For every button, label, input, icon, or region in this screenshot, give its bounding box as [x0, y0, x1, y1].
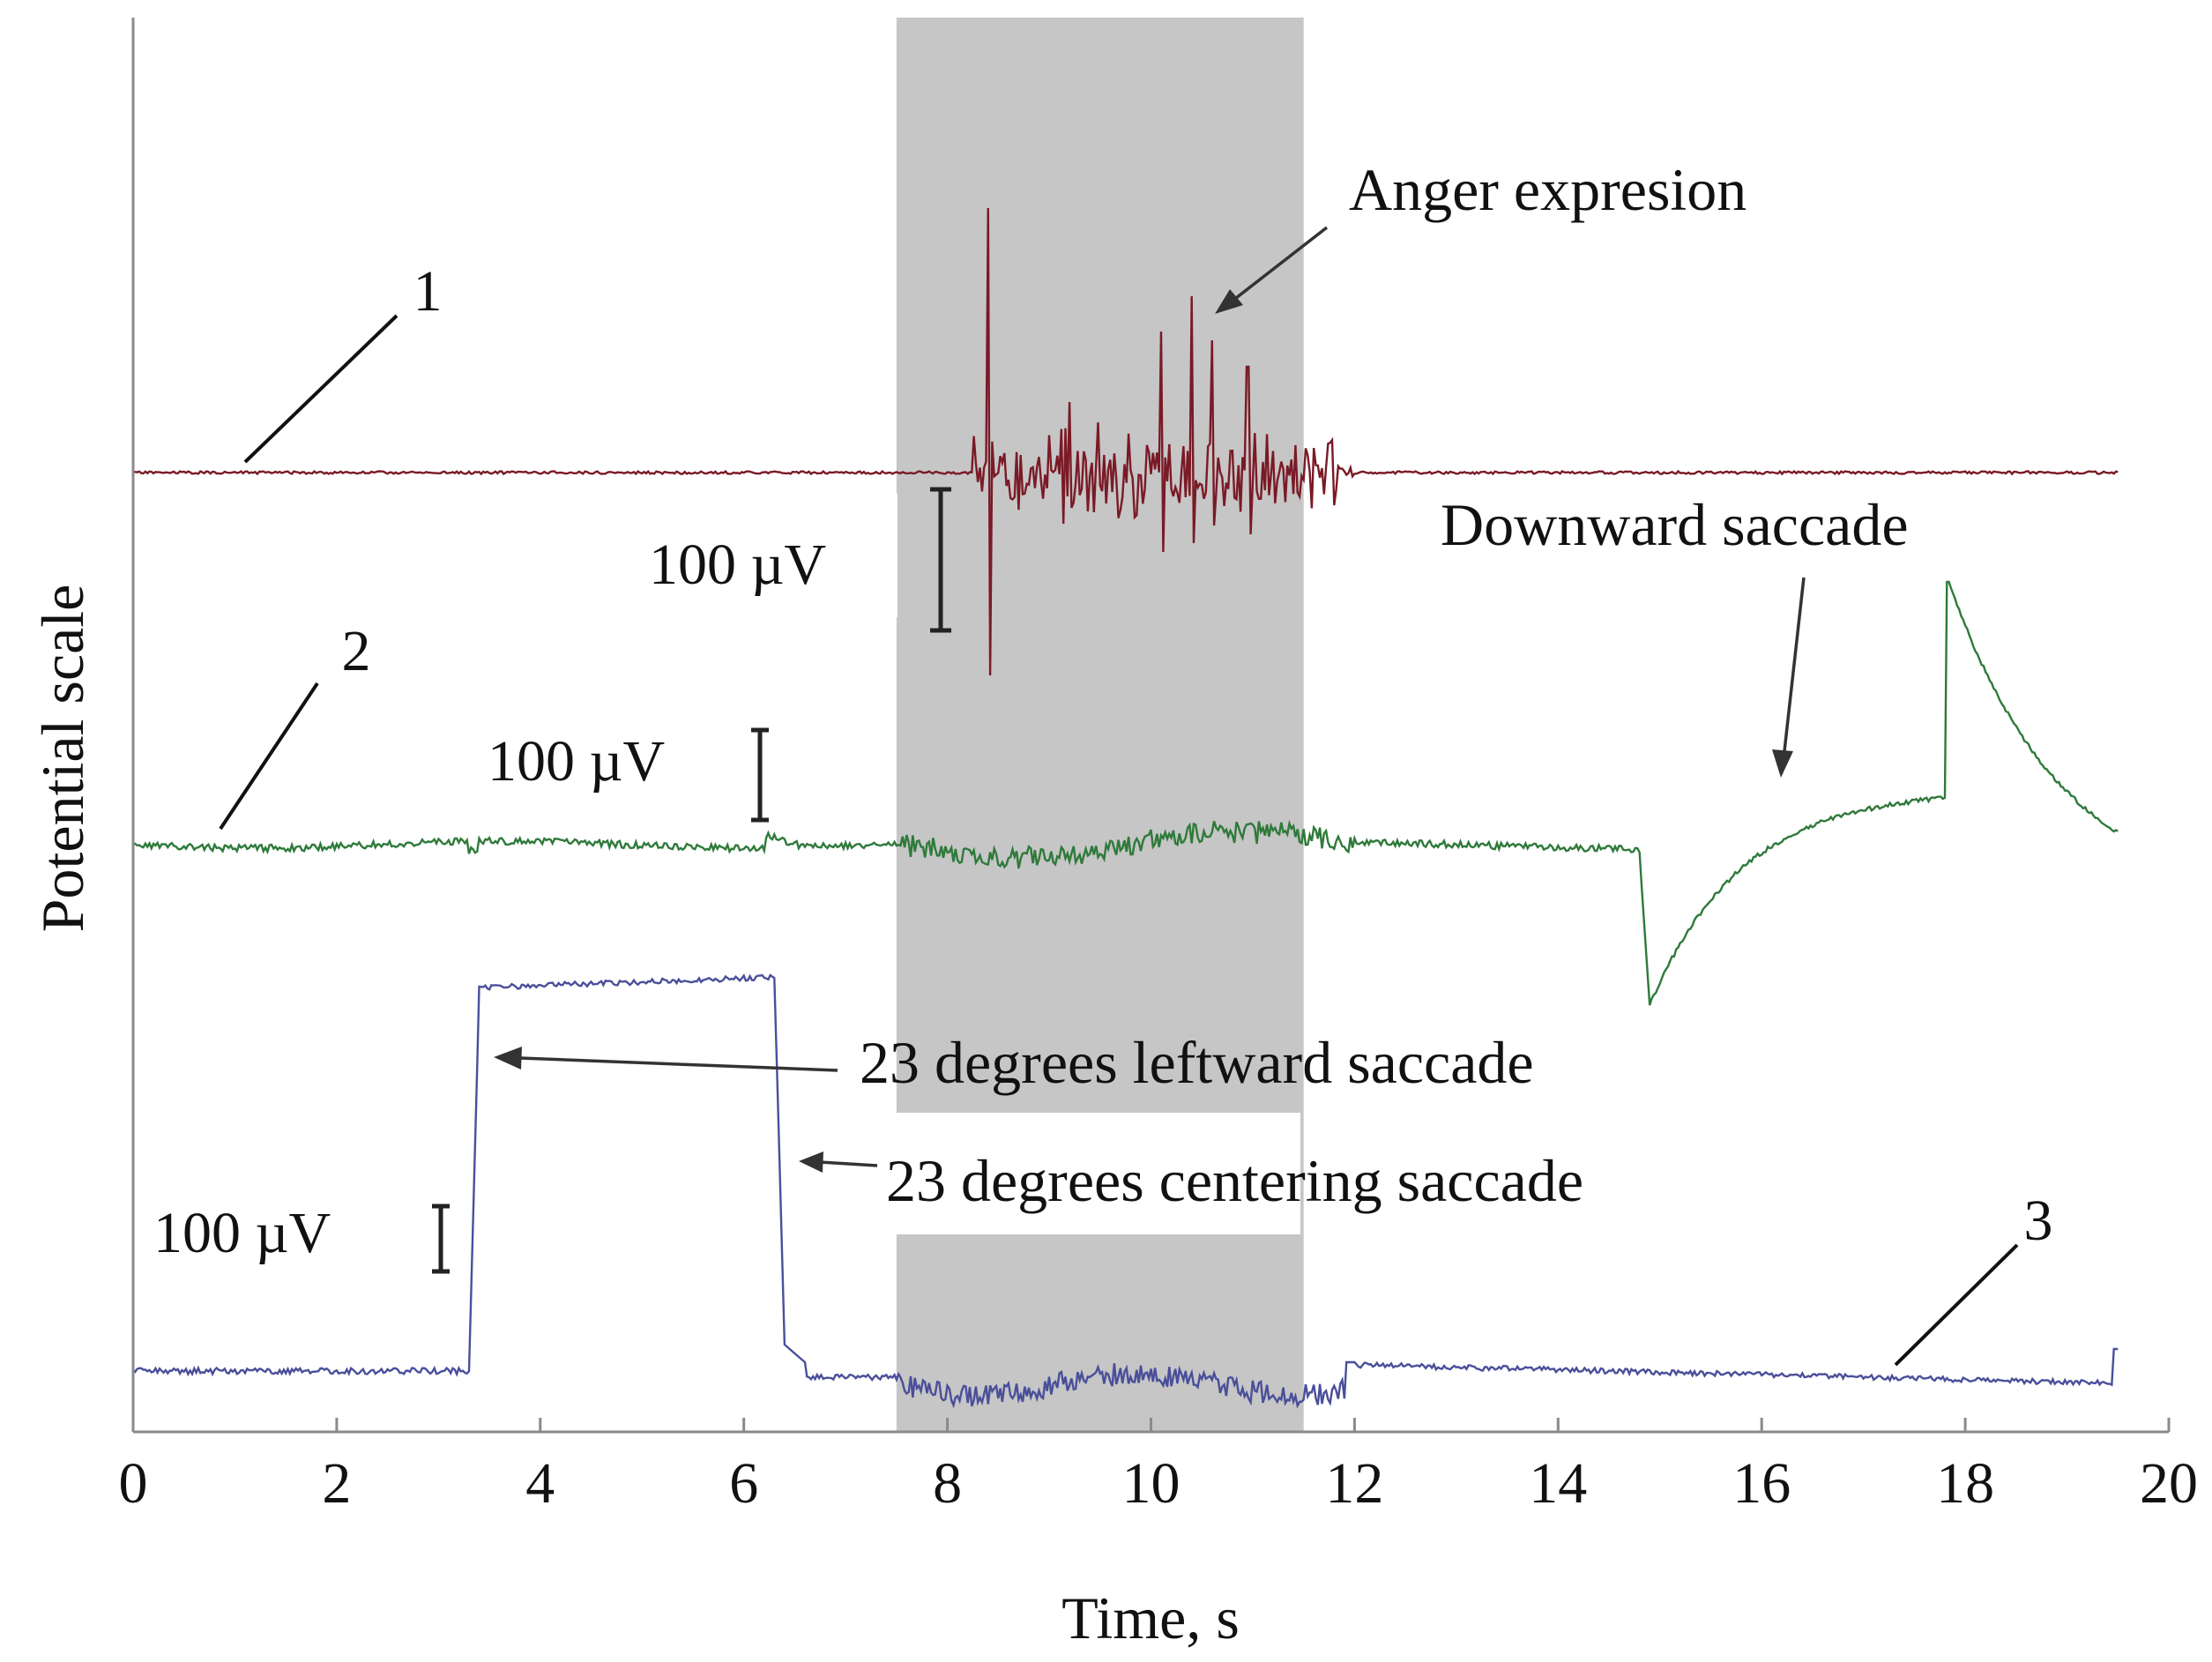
arrow-centering-saccade	[799, 1151, 878, 1173]
label-bg-scale-1	[642, 494, 897, 617]
annotation-downward-saccade: Downward saccade	[1441, 491, 1909, 558]
trace-2-line	[132, 580, 2119, 1006]
x-tick-label: 0	[119, 1451, 148, 1516]
x-axis-title: Time, s	[1061, 1584, 1240, 1651]
annotation-anger-expression: Anger expresion	[1349, 156, 1747, 223]
arrow-leftward-saccade	[494, 1047, 838, 1072]
label-bg-centering	[886, 1113, 1300, 1234]
arrow-downward-saccade	[1772, 577, 1806, 778]
annotation-leftward-saccade: 23 degrees leftward saccade	[860, 1029, 1534, 1096]
x-tick-label: 14	[1529, 1451, 1587, 1516]
annotation-centering-saccade: 23 degrees centering saccade	[886, 1147, 1583, 1214]
x-tick-label: 2	[322, 1451, 351, 1516]
x-tick-label: 20	[2140, 1451, 2198, 1516]
x-tick-label: 4	[525, 1451, 555, 1516]
x-tick-label: 12	[1325, 1451, 1383, 1516]
scale-bar-2	[751, 727, 769, 823]
scale-bar-3	[432, 1204, 450, 1274]
x-axis-tick-labels: 0 2 4 6 8 10 12 14 16 18 20	[119, 1451, 2199, 1516]
x-tick-label: 10	[1122, 1451, 1180, 1516]
scale-label-3: 100 µV	[153, 1201, 331, 1265]
trace-2-leader	[219, 682, 319, 831]
trace-3-number: 3	[2024, 1189, 2053, 1253]
y-axis-title: Potential scale	[29, 585, 96, 933]
trace-1-line	[132, 207, 2119, 676]
trace-3-leader	[1894, 1243, 2019, 1367]
scale-label-2: 100 µV	[488, 729, 665, 794]
trace-2-number: 2	[342, 619, 371, 683]
trace-1-leader	[243, 314, 398, 464]
trace-1-number: 1	[413, 259, 443, 324]
x-tick-label: 8	[933, 1451, 962, 1516]
arrow-anger-expression	[1215, 226, 1329, 314]
trace-3-line	[132, 973, 2119, 1409]
x-tick-label: 18	[1936, 1451, 1994, 1516]
scale-label-1: 100 µV	[649, 533, 826, 597]
x-tick-label: 6	[729, 1451, 758, 1516]
x-tick-label: 16	[1732, 1451, 1791, 1516]
x-axis-ticks	[131, 1418, 2171, 1432]
scale-bar-1	[930, 487, 951, 633]
